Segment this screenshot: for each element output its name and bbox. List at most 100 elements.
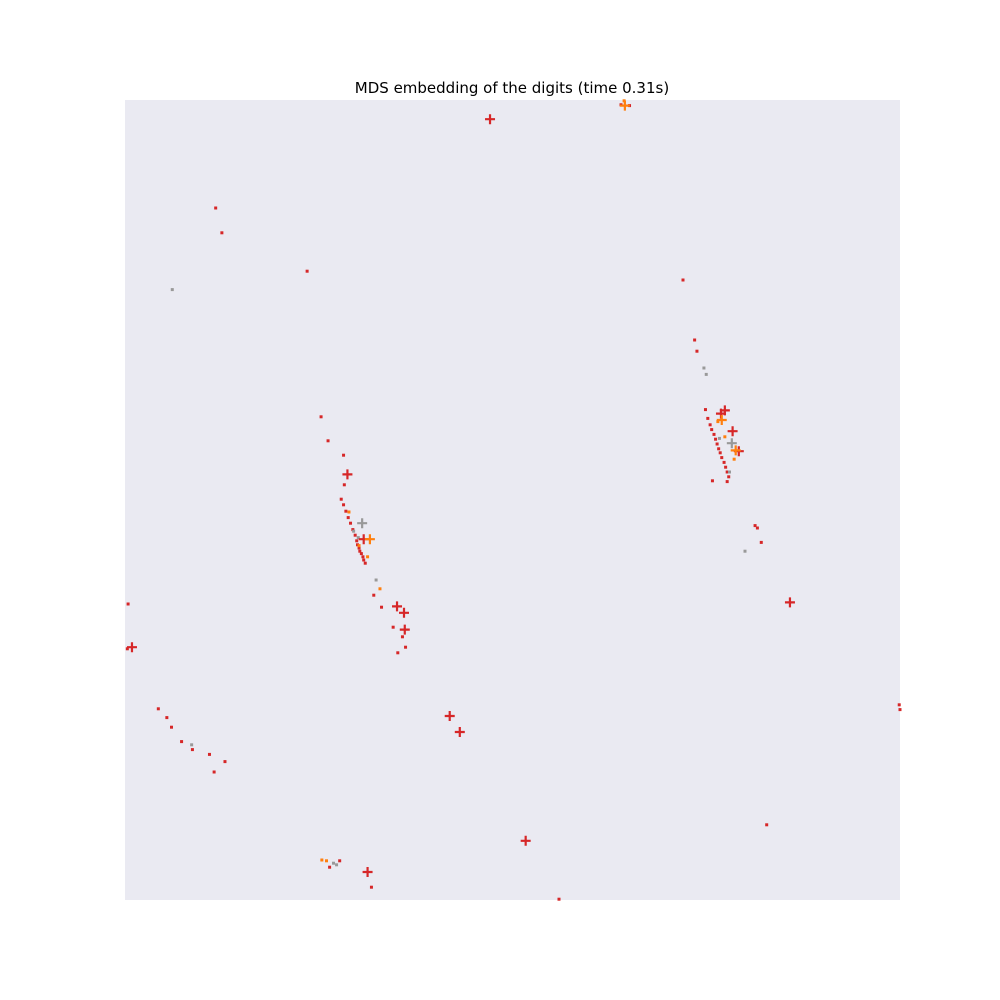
dot-marker <box>335 863 339 867</box>
dot-marker <box>344 509 348 513</box>
plus-marker <box>727 426 738 437</box>
dot-marker <box>714 437 718 441</box>
dot-marker <box>374 578 378 582</box>
dot-marker <box>349 521 353 525</box>
dot-marker <box>724 465 728 469</box>
plus-marker <box>399 607 409 618</box>
dot-marker <box>331 861 335 865</box>
plus-marker <box>399 624 410 635</box>
dot-marker <box>361 555 365 559</box>
dot-marker <box>380 605 384 609</box>
dot-marker <box>352 529 356 533</box>
dot-marker <box>366 555 370 559</box>
dot-marker <box>326 439 330 443</box>
dot-marker <box>190 748 194 752</box>
dot-marker <box>706 416 710 420</box>
plus-marker <box>730 445 741 456</box>
dot-marker <box>378 587 382 591</box>
plus-marker <box>392 601 403 612</box>
chart-title: MDS embedding of the digits (time 0.31s) <box>355 79 669 97</box>
dot-marker <box>759 540 763 544</box>
dot-marker <box>362 558 366 562</box>
dot-marker <box>180 740 184 744</box>
dot-marker <box>125 647 129 651</box>
dot-marker <box>342 503 346 507</box>
dot-marker <box>391 625 395 629</box>
dot-marker <box>732 457 736 461</box>
dot-marker <box>214 206 218 210</box>
dot-marker <box>372 593 376 597</box>
dot-marker <box>220 231 224 235</box>
dot-marker <box>356 536 360 540</box>
plot-area <box>125 100 900 900</box>
dot-marker <box>342 453 346 457</box>
dot-marker <box>305 269 309 273</box>
dot-marker <box>765 823 769 827</box>
dot-marker <box>207 752 211 756</box>
dot-marker <box>339 497 343 501</box>
dot-marker <box>165 716 169 720</box>
dot-marker <box>715 442 719 446</box>
dot-marker <box>755 526 759 530</box>
dot-marker <box>718 451 722 455</box>
dot-marker <box>710 428 714 432</box>
plus-marker <box>364 534 375 545</box>
plus-marker <box>485 114 496 125</box>
dot-marker <box>223 760 227 764</box>
dot-marker <box>693 338 697 342</box>
plus-marker <box>362 867 373 877</box>
dot-marker <box>353 533 357 537</box>
dot-marker <box>725 480 729 484</box>
plus-marker <box>619 100 630 111</box>
dot-marker <box>898 708 902 712</box>
dot-marker <box>723 435 727 439</box>
plus-marker <box>357 518 368 529</box>
dot-marker <box>743 549 747 553</box>
dot-marker <box>710 479 714 483</box>
plus-marker <box>726 438 737 449</box>
dot-marker <box>702 366 706 370</box>
dot-marker <box>753 524 757 528</box>
dot-marker <box>359 552 363 556</box>
dot-marker <box>897 703 901 707</box>
dot-marker <box>320 858 324 862</box>
dot-marker <box>319 415 323 419</box>
dot-marker <box>712 432 716 436</box>
dot-marker <box>717 436 721 440</box>
dot-marker <box>190 743 194 747</box>
dot-marker <box>404 645 408 649</box>
dot-marker <box>212 770 216 774</box>
plus-marker <box>444 711 455 721</box>
dot-marker <box>328 865 332 869</box>
dot-marker <box>728 470 731 474</box>
dot-marker <box>400 635 404 639</box>
dot-marker <box>358 549 362 553</box>
plus-marker <box>784 597 795 608</box>
plus-marker <box>716 415 727 425</box>
plus-marker <box>454 727 465 737</box>
dot-marker <box>356 543 359 547</box>
dot-marker <box>351 528 355 532</box>
dot-marker <box>722 460 726 464</box>
dot-marker <box>369 885 373 889</box>
dot-marker <box>725 470 729 474</box>
dot-marker <box>156 707 160 711</box>
dot-marker <box>708 423 712 427</box>
dot-marker <box>557 897 561 901</box>
dot-marker <box>704 372 708 376</box>
plus-marker <box>126 642 137 653</box>
dot-marker <box>126 602 130 606</box>
dot-marker <box>720 456 724 460</box>
dot-marker <box>342 483 346 487</box>
dot-marker <box>717 447 721 451</box>
dot-marker <box>363 561 367 565</box>
dot-marker <box>325 859 328 863</box>
dot-marker <box>346 516 350 520</box>
dot-marker <box>355 539 359 543</box>
plus-marker <box>520 835 531 846</box>
dot-marker <box>727 475 731 479</box>
plus-marker <box>342 469 353 480</box>
dot-marker <box>347 510 351 514</box>
dot-marker <box>681 278 685 282</box>
